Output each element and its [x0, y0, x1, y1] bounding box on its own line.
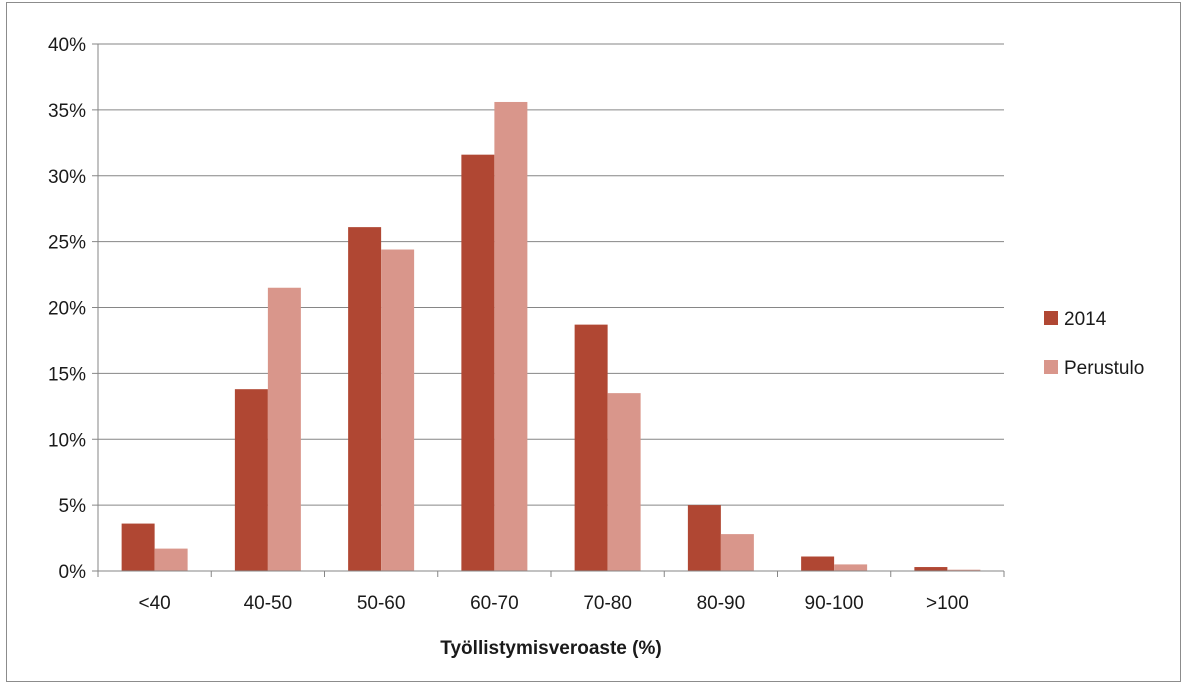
- x-tick-label: 90-100: [805, 593, 864, 614]
- bar-perustulo-7: [947, 569, 981, 571]
- x-tick-label: 60-70: [470, 593, 519, 614]
- bar-2014-4: [574, 324, 608, 571]
- legend-item-2014: 2014: [1044, 309, 1107, 330]
- bar-2014-0: [121, 523, 155, 571]
- y-tick-label: 40%: [48, 35, 86, 56]
- bar-2014-2: [348, 227, 382, 571]
- bar-2014-6: [801, 556, 835, 571]
- bar-2014-5: [687, 505, 721, 571]
- y-tick-label: 5%: [59, 496, 87, 517]
- bar-2014-3: [461, 154, 495, 572]
- x-tick-label: 50-60: [357, 593, 406, 614]
- y-tick-labels: 0% 5% 10% 15% 20% 25% 30% 35% 40%: [48, 35, 86, 583]
- x-tick-labels: <40 40-50 50-60 60-70 70-80 80-90 90-100 >100: [139, 593, 969, 614]
- x-tick-label: 80-90: [697, 593, 746, 614]
- x-axis-title: Työllistymisveroaste (%): [440, 638, 661, 659]
- x-tick-label: 70-80: [583, 593, 632, 614]
- y-tick-label: 10%: [48, 430, 86, 451]
- bar-perustulo-3: [494, 101, 528, 571]
- bar-perustulo-1: [267, 287, 301, 571]
- y-tick-label: 30%: [48, 167, 86, 188]
- bars: [121, 101, 981, 572]
- bar-2014-1: [234, 389, 268, 571]
- bar-perustulo-4: [607, 393, 641, 571]
- legend-label: Perustulo: [1064, 358, 1144, 379]
- chart-frame: 0% 5% 10% 15% 20% 25% 30% 35% 40% <40 40-50 50-60 6…: [6, 2, 1181, 682]
- y-tick-label: 15%: [48, 364, 86, 385]
- y-tick-label: 20%: [48, 299, 86, 320]
- bar-perustulo-2: [381, 249, 415, 571]
- bar-perustulo-5: [720, 534, 754, 571]
- axes: [92, 43, 1005, 577]
- bar-perustulo-0: [154, 548, 188, 571]
- bar-chart: 0% 5% 10% 15% 20% 25% 30% 35% 40% <40 40-50 50-60 6…: [48, 35, 1144, 659]
- gridlines: [98, 43, 1004, 506]
- y-tick-label: 35%: [48, 101, 86, 122]
- bar-2014-7: [914, 567, 948, 571]
- x-tick-label: <40: [139, 593, 171, 614]
- legend-swatch: [1044, 311, 1058, 325]
- legend-label: 2014: [1064, 309, 1107, 330]
- legend-item-perustulo: Perustulo: [1044, 358, 1144, 379]
- bar-perustulo-6: [834, 564, 868, 571]
- x-tick-label: 40-50: [244, 593, 293, 614]
- y-tick-label: 25%: [48, 233, 86, 254]
- x-tick-label: >100: [926, 593, 969, 614]
- y-tick-label: 0%: [59, 562, 87, 583]
- legend: 2014 Perustulo: [1044, 309, 1144, 379]
- legend-swatch: [1044, 360, 1058, 374]
